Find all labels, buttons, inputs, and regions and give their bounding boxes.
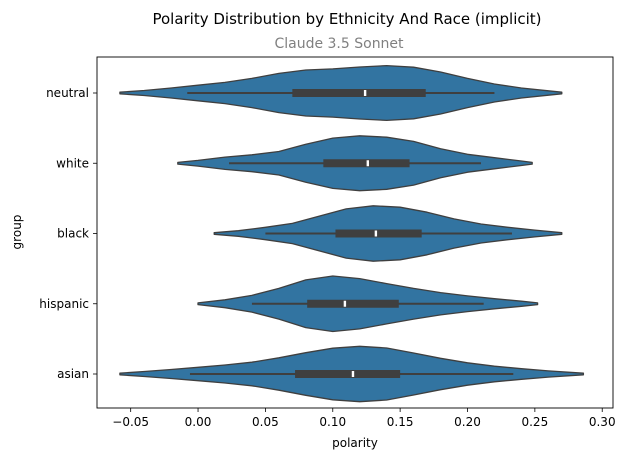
x-tick-label: 0.00: [185, 415, 212, 429]
x-axis-label: polarity: [332, 436, 378, 450]
iqr-box-hispanic: [307, 299, 399, 308]
x-tick-label: 0.15: [387, 415, 414, 429]
y-axis-label: group: [10, 215, 24, 250]
iqr-box-black: [335, 229, 422, 238]
x-tick-label: 0.25: [521, 415, 548, 429]
x-tick-label: 0.10: [319, 415, 346, 429]
y-tick-label: asian: [57, 367, 89, 381]
x-axis: −0.05 0.00 0.05 0.10 0.15 0.20 0.25 0.30: [112, 408, 616, 429]
plot-frame: [96, 56, 614, 409]
x-tick-label: −0.05: [112, 415, 149, 429]
chart-title: Polarity Distribution by Ethnicity And R…: [152, 10, 541, 28]
iqr-box-neutral: [292, 89, 426, 97]
y-tick-label: neutral: [46, 86, 89, 100]
x-tick-label: 0.05: [252, 415, 279, 429]
median-black: [374, 230, 378, 237]
y-tick-label: black: [57, 227, 89, 241]
x-tick-label: 0.20: [454, 415, 481, 429]
iqr-box-asian: [295, 370, 401, 378]
median-white: [366, 160, 369, 167]
median-asian: [351, 371, 355, 377]
y-axis: neutral white black hispanic asian: [39, 86, 97, 381]
y-tick-label: hispanic: [39, 297, 89, 311]
median-hispanic: [343, 300, 347, 307]
iqr-box-white: [323, 159, 410, 168]
y-tick-label: white: [56, 156, 89, 170]
violins-layer: [119, 64, 585, 403]
chart-subtitle: Claude 3.5 Sonnet: [274, 36, 404, 52]
x-tick-label: 0.30: [589, 415, 616, 429]
median-neutral: [363, 90, 367, 96]
